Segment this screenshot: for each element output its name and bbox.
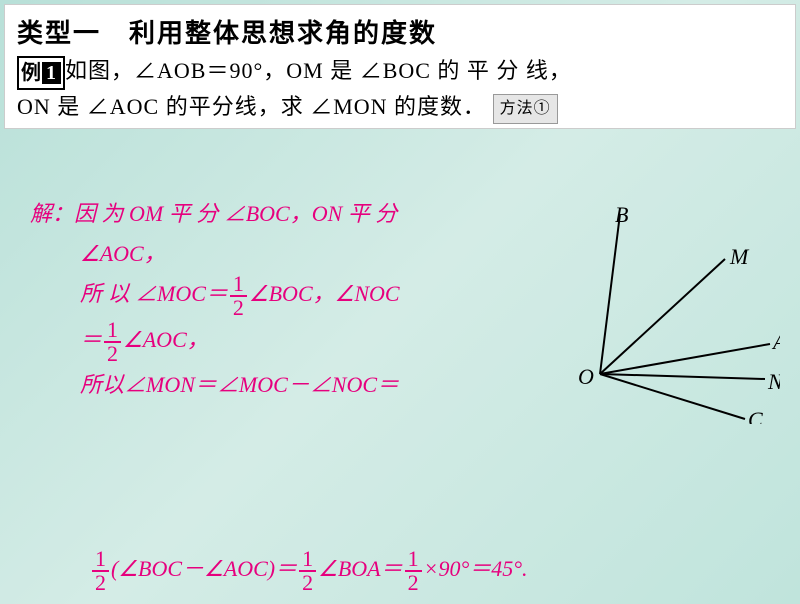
sol-line-2: 所 以 ∠MOC＝12∠BOC，∠NOC xyxy=(30,273,570,319)
svg-text:C: C xyxy=(748,407,763,424)
fraction-half: 12 xyxy=(92,548,109,594)
page-title: 类型一 利用整体思想求角的度数 xyxy=(17,13,783,50)
example-number: 1 xyxy=(42,62,61,84)
method-badge: 方法① xyxy=(493,94,558,124)
svg-text:N: N xyxy=(767,369,780,394)
solution-block: 解：因 为 OM 平 分 ∠BOC，ON 平 分 ∠AOC， 所 以 ∠MOC＝… xyxy=(30,194,570,405)
svg-text:O: O xyxy=(578,364,594,389)
sol-line-4: 所以∠MON＝∠MOC－∠NOC＝ xyxy=(30,365,570,405)
problem-statement: 例1 如图，∠AOB＝90°，OM 是 ∠BOC 的 平 分 线， ON 是 ∠… xyxy=(17,54,783,124)
svg-text:B: B xyxy=(615,204,628,227)
fraction-half: 12 xyxy=(104,319,121,365)
angle-diagram: O B M ANC xyxy=(570,204,780,424)
fraction-half: 12 xyxy=(299,548,316,594)
sol-line-5: 12(∠BOC－∠AOC)＝12∠BOA＝12×90°＝45°. xyxy=(90,548,528,594)
sol-line-3: ＝12∠AOC， xyxy=(30,319,570,365)
sol-line-1a: 解：因 为 OM 平 分 ∠BOC，ON 平 分 xyxy=(30,194,570,234)
sol-line-1b: ∠AOC， xyxy=(30,234,570,274)
example-badge: 例1 xyxy=(17,56,65,90)
svg-text:A: A xyxy=(771,329,780,354)
problem-line1: 如图，∠AOB＝90°，OM 是 ∠BOC 的 平 分 线， xyxy=(65,58,572,83)
fraction-half: 12 xyxy=(230,273,247,319)
svg-text:M: M xyxy=(729,244,750,269)
fraction-half: 12 xyxy=(405,548,422,594)
problem-line2: ON 是 ∠AOC 的平分线，求 ∠MON 的度数． xyxy=(17,94,486,119)
example-label: 例 xyxy=(21,62,42,84)
